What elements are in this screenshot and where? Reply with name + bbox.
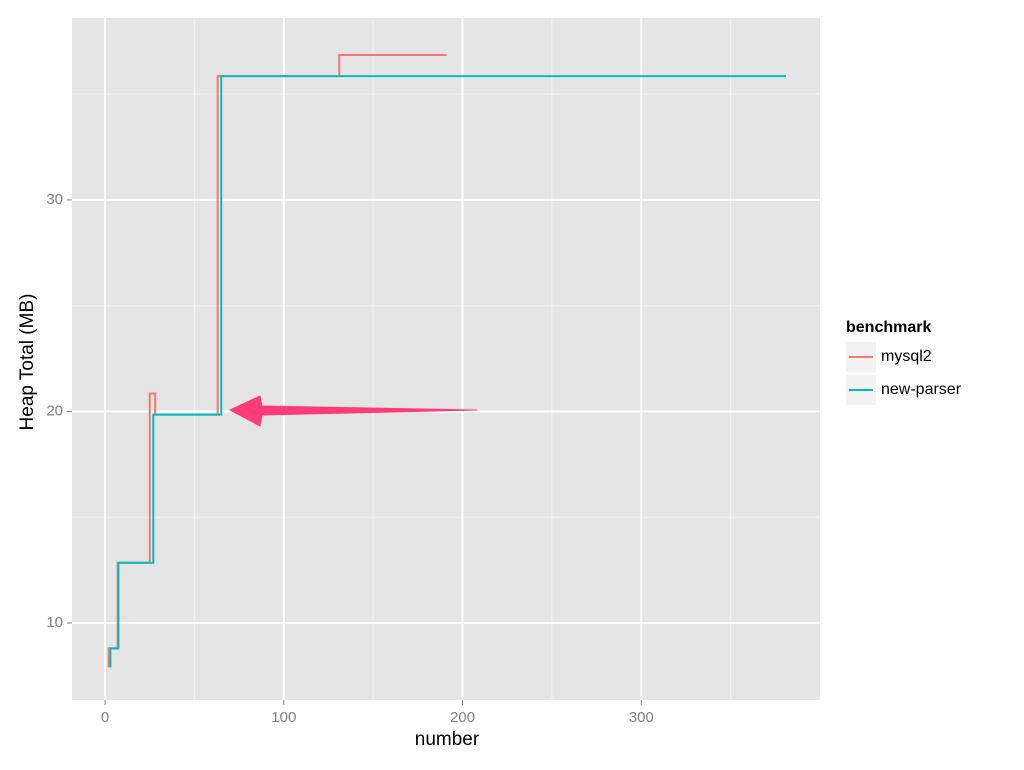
- x-tick-label: 100: [271, 709, 296, 726]
- arrow-annotation: [229, 395, 478, 427]
- x-tick-label: 0: [101, 709, 109, 726]
- legend-label: new-parser: [881, 381, 962, 398]
- series-line: [109, 75, 787, 668]
- x-tick-label: 300: [629, 709, 654, 726]
- legend-label: mysql2: [881, 348, 932, 365]
- panel: [72, 18, 820, 700]
- x-tick-label: 200: [450, 709, 475, 726]
- legend: mysql2 new-parser: [846, 342, 962, 405]
- y-tick-label: 10: [46, 614, 63, 631]
- legend-title: benchmark: [846, 319, 931, 336]
- grid: [72, 18, 820, 700]
- y-axis-label: Heap Total (MB): [17, 294, 38, 431]
- y-tick-label: 20: [46, 402, 63, 419]
- y-tick-label: 30: [46, 191, 63, 208]
- lines: [107, 54, 787, 668]
- x-axis-label: number: [415, 729, 480, 750]
